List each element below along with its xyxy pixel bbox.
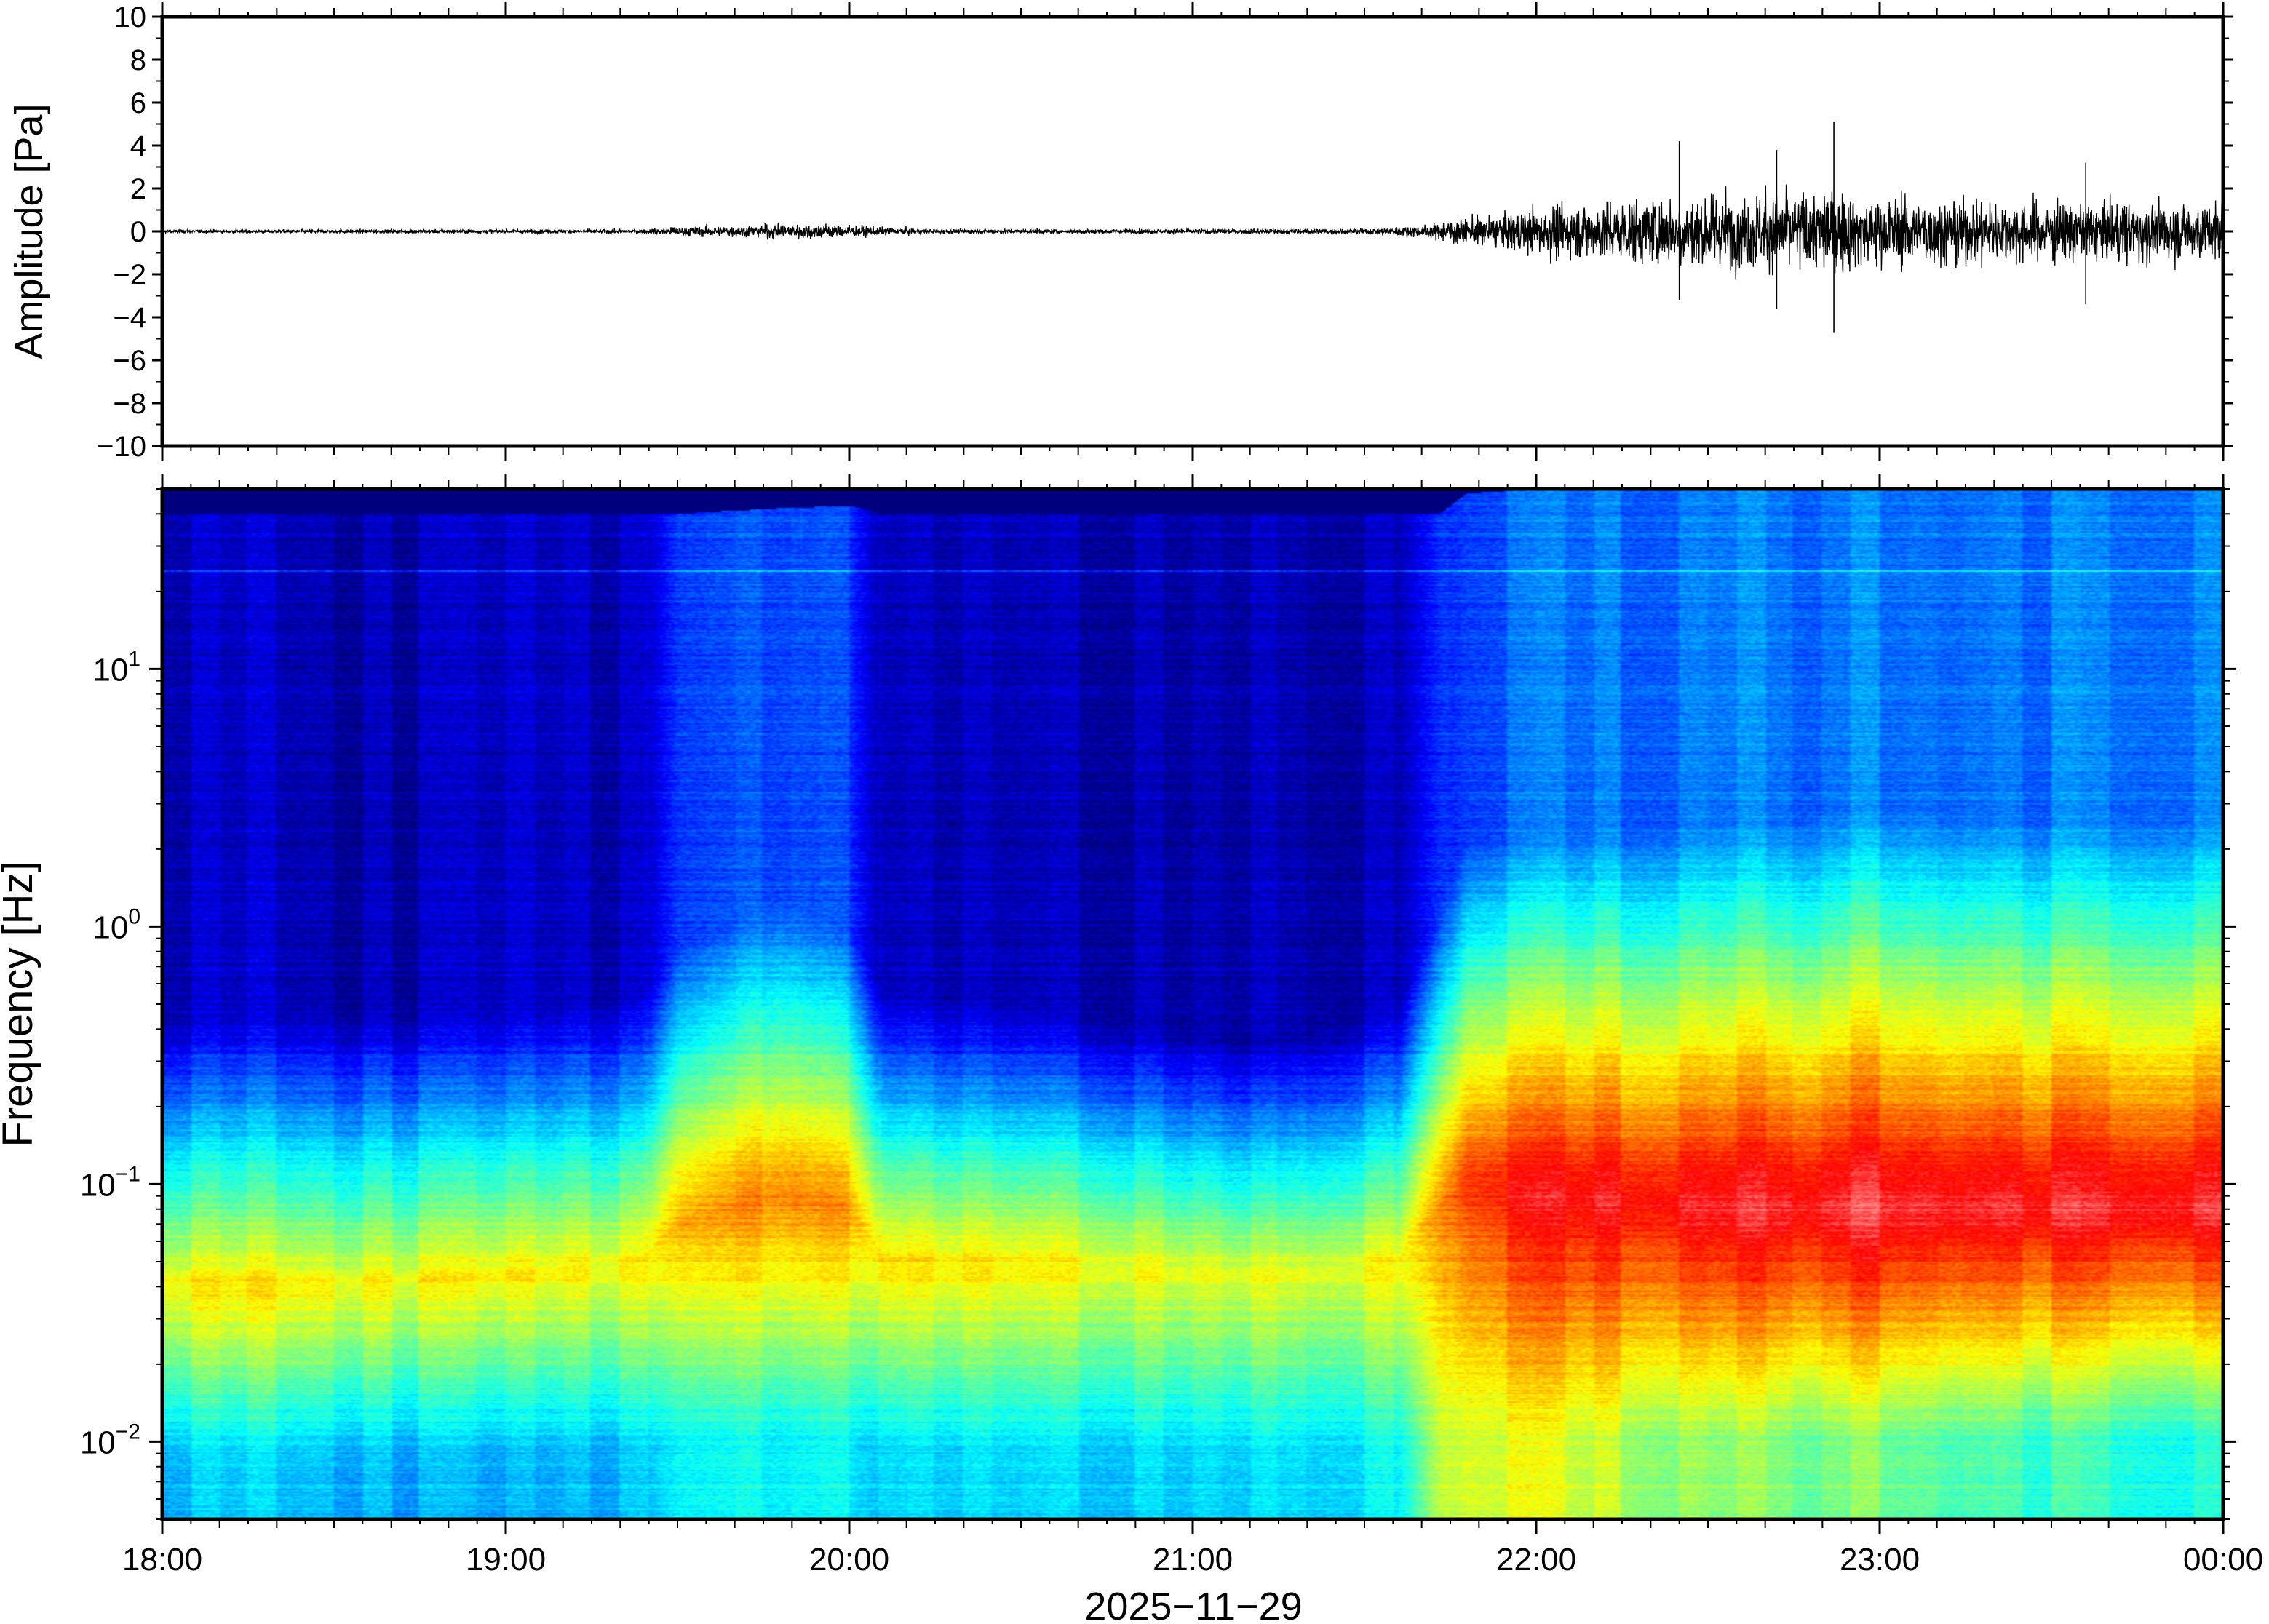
waveform-y-axis-label: Amplitude [Pa] (7, 103, 51, 359)
waveform-y-tick-label: 4 (130, 130, 146, 162)
waveform-y-tick-label: −10 (97, 431, 146, 463)
spectrogram-frame (160, 487, 2225, 1521)
waveform-y-tick-label: −8 (113, 388, 146, 420)
waveform-y-tick-label: 0 (130, 216, 146, 248)
waveform-y-tick-label: −6 (113, 345, 146, 377)
waveform-y-tick-label: 8 (130, 44, 146, 76)
waveform-y-tick-label: −2 (113, 259, 146, 291)
waveform-y-tick-label: 10 (114, 1, 147, 33)
spectrogram-y-axis-label: Frequency [Hz] (0, 861, 41, 1147)
spectrogram-y-tick-label: 101 (92, 647, 140, 688)
spectrogram-panel: 18:00 19:00 20:00 21:00 22:00 23:00 00:00 101 10… (0, 474, 2263, 1624)
x-tick-label: 18:00 (122, 1542, 202, 1577)
spectrogram-y-tick-label: 100 (92, 904, 140, 945)
x-tick-label: 00:00 (2183, 1542, 2263, 1577)
x-tick-label: 20:00 (809, 1542, 889, 1577)
x-tick-label: 23:00 (1840, 1542, 1920, 1577)
spectrogram-y-tick-label: 10−1 (80, 1162, 140, 1203)
waveform-y-tick-label: 2 (130, 173, 146, 205)
waveform-y-tick-label: 6 (130, 87, 146, 119)
spectrogram-heatmap (162, 489, 2223, 1519)
x-tick-label: 19:00 (466, 1542, 546, 1577)
x-tick-label: 21:00 (1153, 1542, 1233, 1577)
x-axis-date-label: 2025−11−29 (1084, 1585, 1302, 1624)
spectrogram-y-tick-label: 10−2 (80, 1420, 140, 1460)
waveform-panel: 10 8 6 4 2 0 −2 −4 −6 −8 −10 Amplitude [Pa] (7, 1, 2233, 463)
waveform-y-tick-label: −4 (113, 302, 146, 334)
waveform-spikes (1678, 122, 2086, 333)
waveform-ticks: 10 8 6 4 2 0 −2 −4 −6 −8 −10 (97, 1, 2233, 463)
waveform-trace (162, 184, 2224, 280)
waveform-frame (160, 15, 2225, 448)
x-tick-label: 22:00 (1496, 1542, 1576, 1577)
